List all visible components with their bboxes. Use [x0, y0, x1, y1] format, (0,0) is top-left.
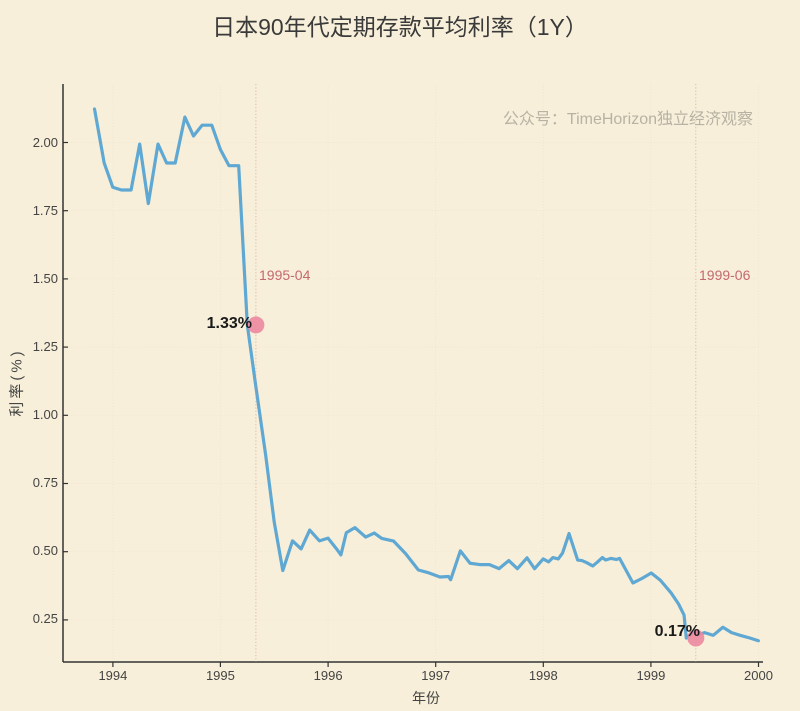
svg-text:1.50: 1.50	[33, 271, 58, 286]
svg-text:年份: 年份	[412, 690, 440, 706]
svg-text:1998: 1998	[529, 668, 558, 683]
svg-text:1995-04: 1995-04	[259, 267, 311, 283]
svg-text:公众号：TimeHorizon独立经济观察: 公众号：TimeHorizon独立经济观察	[503, 110, 753, 128]
svg-text:2.00: 2.00	[33, 135, 58, 150]
svg-text:1.25: 1.25	[33, 339, 58, 354]
svg-text:1.00: 1.00	[33, 407, 58, 422]
svg-text:1999-06: 1999-06	[699, 267, 751, 283]
svg-text:0.25: 0.25	[33, 611, 58, 626]
svg-text:0.75: 0.75	[33, 475, 58, 490]
svg-text:1.33%: 1.33%	[207, 315, 252, 332]
svg-text:1999: 1999	[636, 668, 665, 683]
svg-text:0.50: 0.50	[33, 543, 58, 558]
svg-text:1995: 1995	[206, 668, 235, 683]
svg-text:1994: 1994	[98, 668, 127, 683]
svg-text:2000: 2000	[744, 668, 773, 683]
svg-text:0.17%: 0.17%	[655, 623, 700, 640]
svg-text:1996: 1996	[314, 668, 343, 683]
svg-text:1.75: 1.75	[33, 203, 58, 218]
svg-text:1997: 1997	[421, 668, 450, 683]
